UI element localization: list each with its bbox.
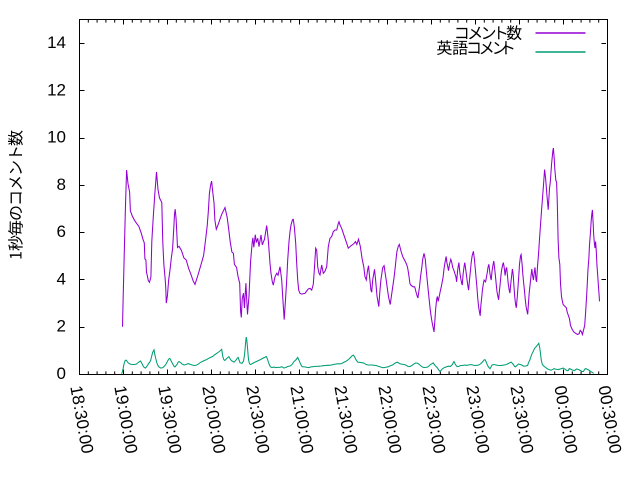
svg-text:12: 12 — [47, 80, 66, 99]
svg-text:2: 2 — [57, 317, 66, 336]
svg-text:4: 4 — [57, 269, 66, 288]
svg-text:8: 8 — [57, 175, 66, 194]
svg-text:0: 0 — [57, 364, 66, 383]
svg-text:6: 6 — [57, 222, 66, 241]
svg-text:10: 10 — [47, 128, 66, 147]
svg-text:14: 14 — [47, 33, 66, 52]
